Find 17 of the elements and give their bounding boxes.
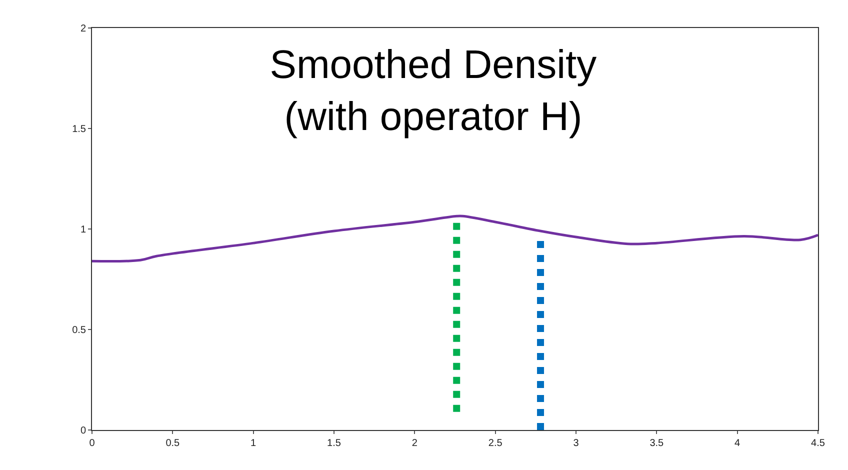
x-tick-label: 3.5: [650, 438, 664, 449]
y-tick-label: 2: [80, 24, 86, 34]
x-tick-label: 2: [412, 438, 418, 449]
y-tick-label: 0: [80, 426, 86, 436]
y-tick-label: 1.5: [72, 124, 86, 135]
x-tick-label: 3: [573, 438, 580, 449]
y-tick-label: 1: [80, 224, 86, 236]
x-tick-label: 0: [89, 438, 96, 449]
x-tick-label: 4.5: [811, 438, 826, 449]
x-tick-label: 0.5: [166, 438, 180, 449]
x-tick-label: 1.5: [327, 438, 342, 449]
x-tick-label: 4: [734, 438, 741, 449]
x-tick-label: 2.5: [488, 438, 503, 449]
text: Smoothed Density (with operator H): [270, 43, 597, 139]
line-series: [92, 214, 818, 263]
x-tick-label: 1: [250, 438, 257, 449]
y-tick-label: 0.5: [72, 325, 86, 336]
